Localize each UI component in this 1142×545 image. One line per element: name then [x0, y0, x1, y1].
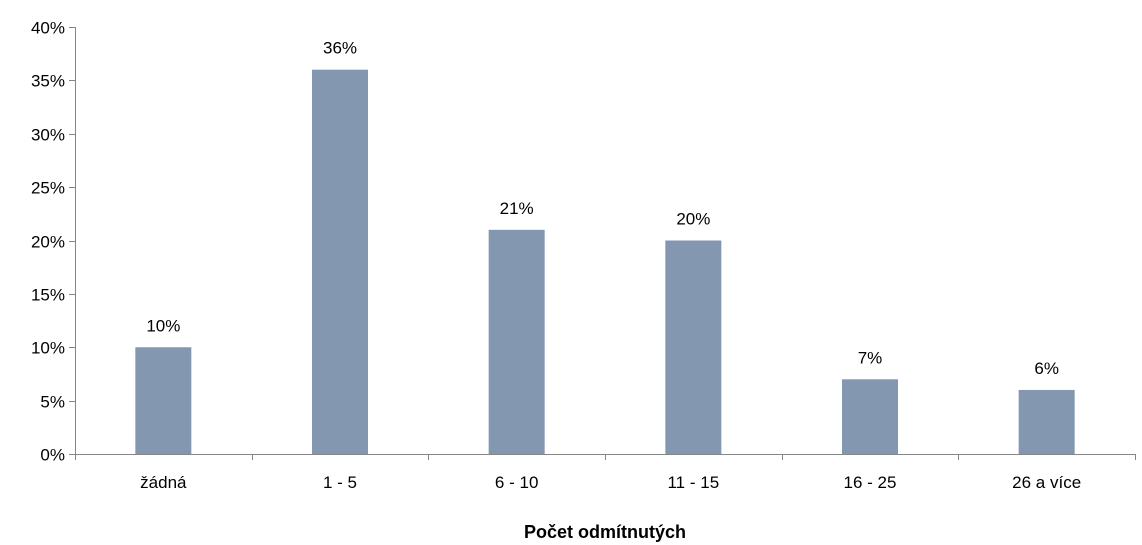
y-tick-label: 25% [31, 179, 65, 198]
x-tick-label: 11 - 15 [667, 473, 719, 492]
x-tick-label: 26 a více [1012, 473, 1081, 492]
data-label: 36% [323, 39, 357, 58]
x-tick-label: žádná [140, 473, 187, 492]
x-tick-label: 1 - 5 [323, 473, 357, 492]
y-tick-label: 20% [31, 233, 65, 252]
bar [665, 240, 722, 454]
y-axis-ticks: 0% 5% 10% 15% 20% 25% 30% 35% 40% [31, 19, 75, 465]
y-tick-label: 30% [31, 126, 65, 145]
bars [135, 69, 1075, 454]
bar [842, 379, 898, 454]
bar [488, 229, 545, 454]
data-labels: 10% 36% 21% 20% 7% 6% [146, 39, 1059, 378]
y-tick-label: 5% [40, 393, 65, 412]
bar [135, 347, 192, 454]
data-label: 6% [1034, 359, 1059, 378]
bar [1018, 389, 1075, 454]
y-tick-label: 15% [31, 286, 65, 305]
x-tick-label: 6 - 10 [495, 473, 538, 492]
data-label: 10% [146, 316, 180, 335]
x-axis-title: Počet odmítnutých [524, 522, 686, 542]
y-tick-label: 0% [40, 446, 65, 465]
y-tick-label: 40% [31, 19, 65, 38]
x-tick-label: 16 - 25 [844, 473, 897, 492]
bar [312, 69, 368, 454]
data-label: 7% [858, 348, 883, 367]
x-axis-ticks: žádná 1 - 5 6 - 10 11 - 15 16 - 25 26 a více [75, 454, 1136, 492]
data-label: 20% [676, 210, 710, 229]
y-tick-label: 35% [31, 72, 65, 91]
data-label: 21% [500, 199, 534, 218]
y-tick-label: 10% [31, 339, 65, 358]
